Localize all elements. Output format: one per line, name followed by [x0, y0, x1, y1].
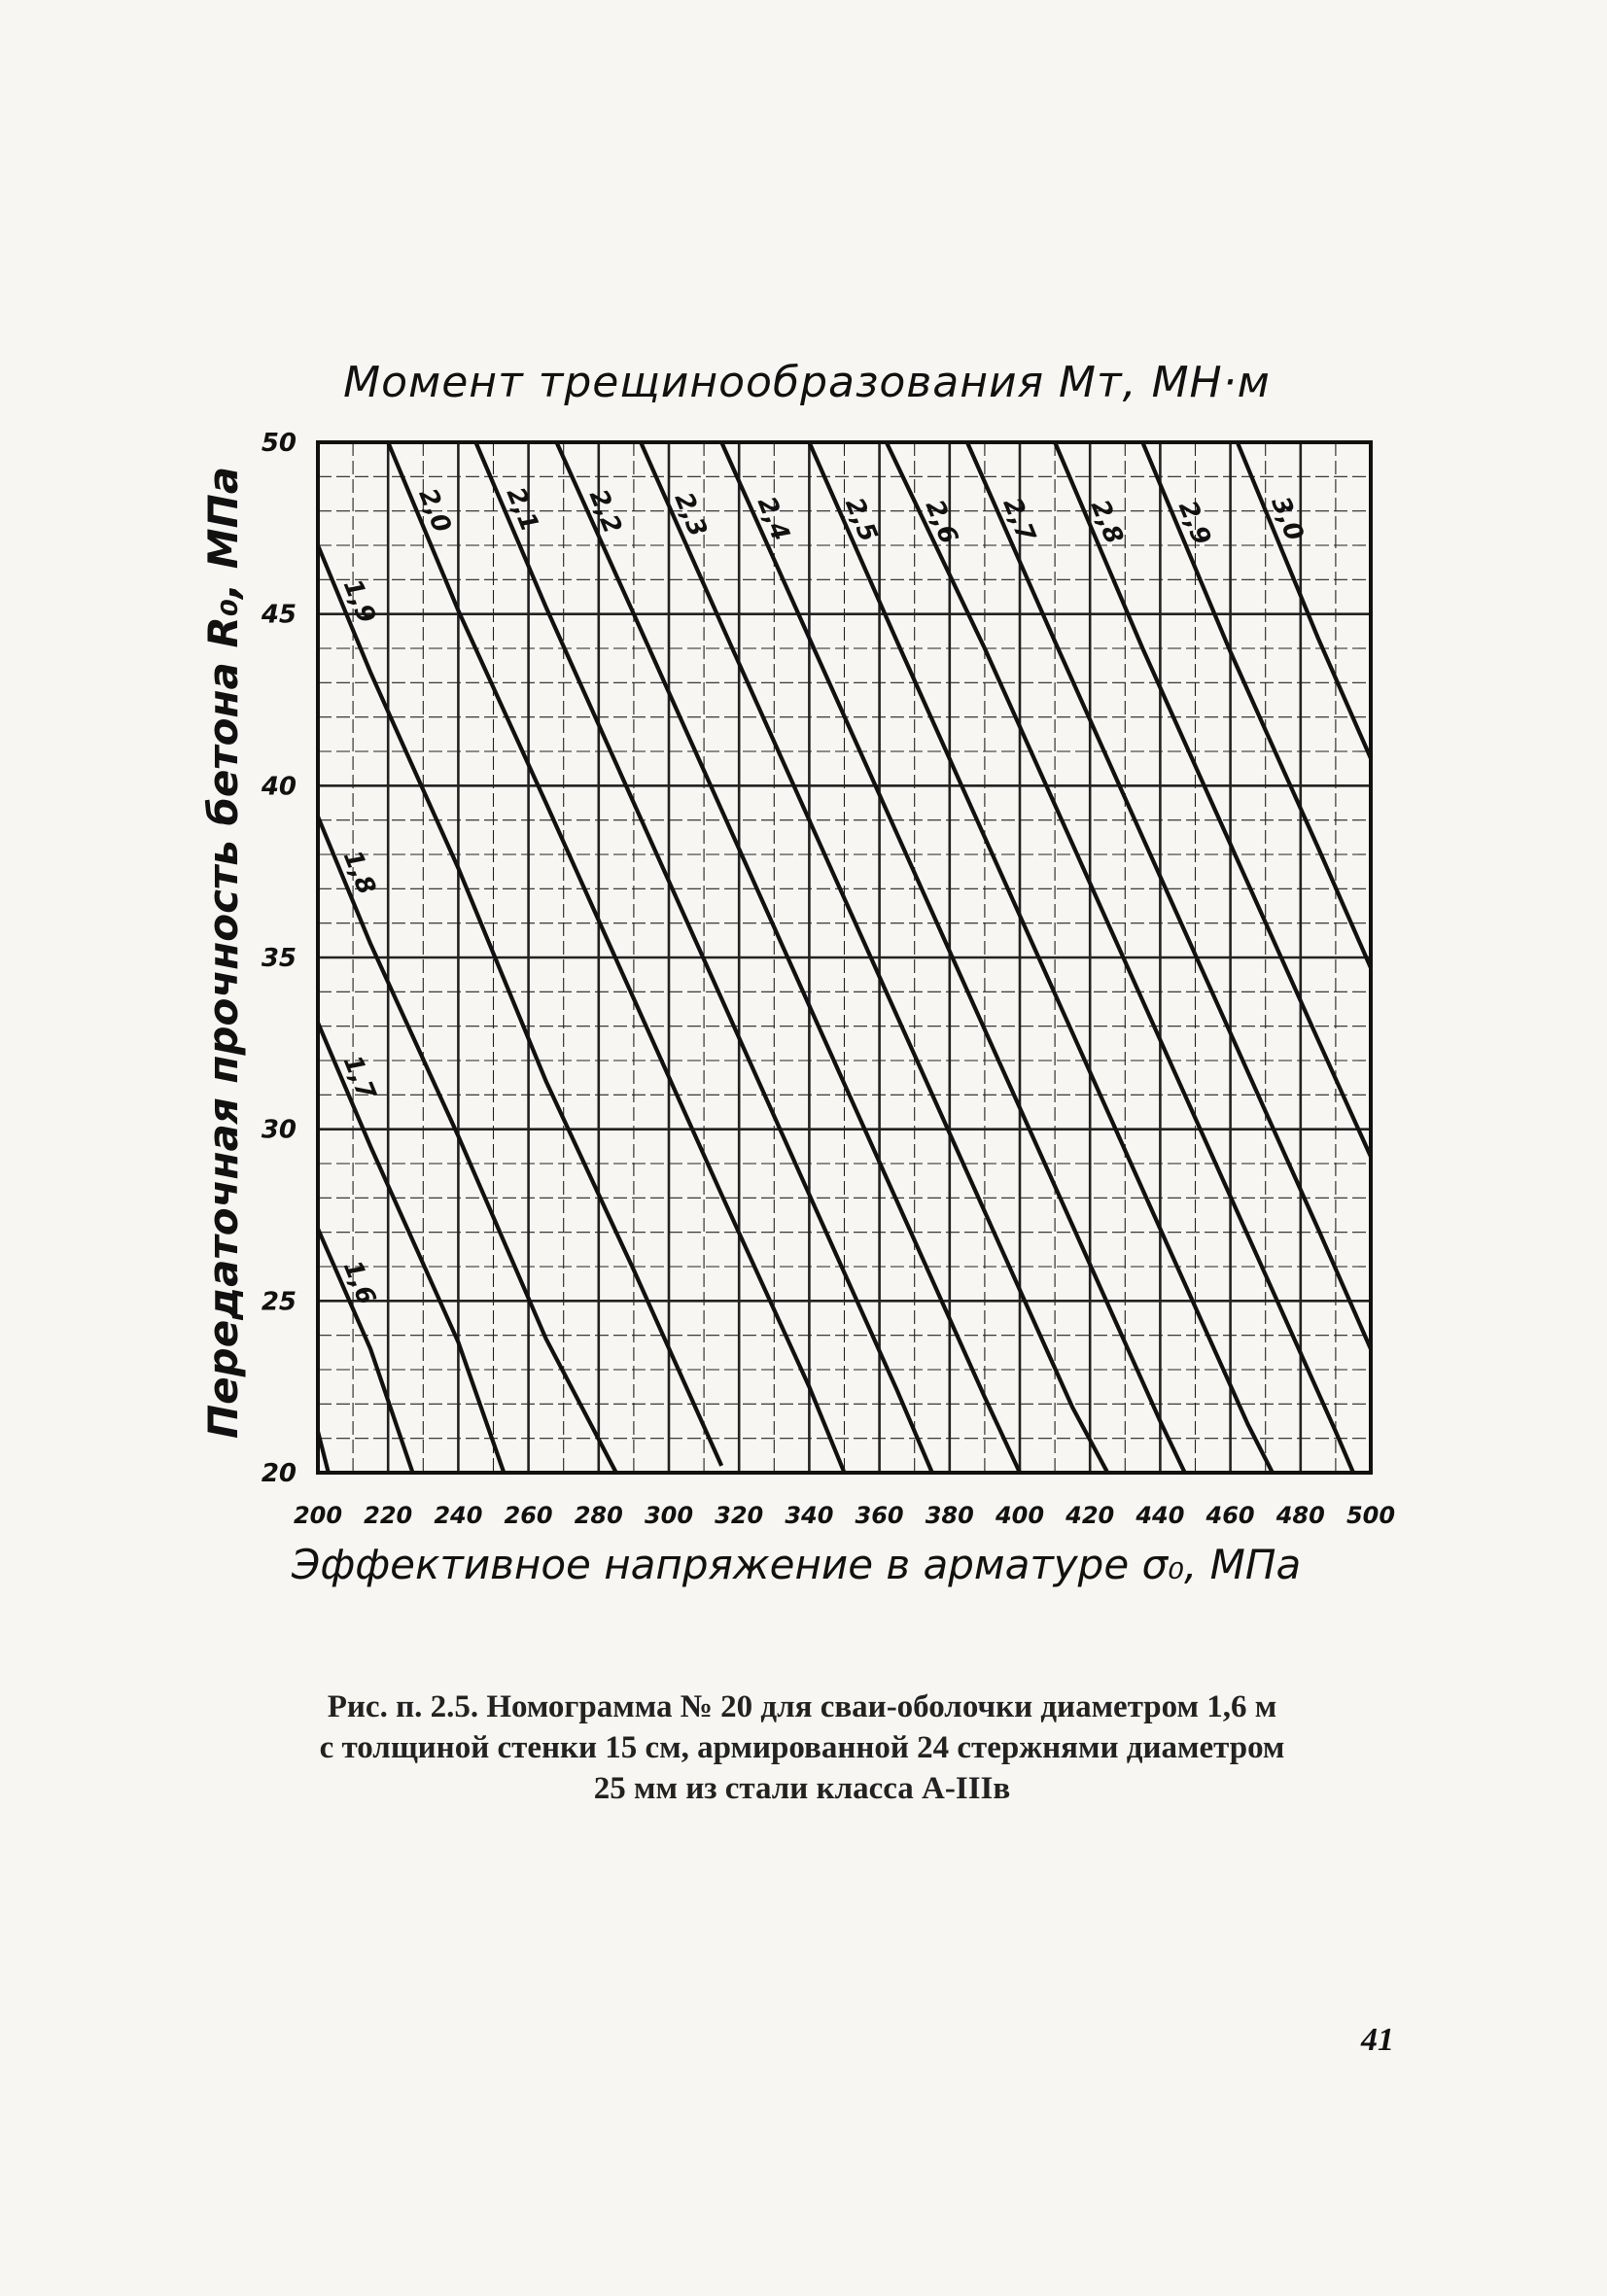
- y-tick-label: 25: [262, 1287, 297, 1316]
- curve-label: 2,1: [501, 483, 544, 536]
- page-number: 41: [1361, 2022, 1394, 2058]
- curve-1-6: [315, 1431, 331, 1474]
- curve-2-6: [884, 441, 1355, 1474]
- curve-label: 2,6: [920, 496, 963, 548]
- curve-1-9: [316, 544, 724, 1467]
- chart-title: Момент трещинообразования Мт, МН·м: [343, 358, 1271, 407]
- curve-1-6: [316, 1228, 415, 1474]
- curve-2-3: [639, 441, 1110, 1474]
- x-tick-label: 500: [1346, 1502, 1395, 1529]
- x-tick-label: 260: [505, 1502, 553, 1529]
- x-tick-label: 360: [856, 1502, 904, 1529]
- y-tick-label: 45: [261, 601, 297, 630]
- x-tick-label: 420: [1065, 1502, 1114, 1529]
- curve-label: 2,0: [412, 484, 456, 537]
- curve-labels: 1,61,71,81,92,0 2,1 2,2 2,3 2,4 2,5 2,6 2,7 2,8 2…: [337, 483, 1310, 1308]
- curve-label: 3,0: [1265, 493, 1309, 545]
- curve-3-0: [1235, 441, 1373, 759]
- caption-line-2: с толщиной стенки 15 см, армированной 24…: [319, 1730, 1285, 1765]
- curve-label: 2,4: [751, 493, 795, 545]
- x-axis-label: Эффективное напряжение в арматуре σ₀, МП…: [292, 1541, 1302, 1588]
- x-tick-label: 480: [1275, 1502, 1325, 1529]
- curve-label: 2,2: [583, 485, 627, 538]
- curve-2-8: [1053, 441, 1373, 1158]
- curve-label: 1,9: [337, 575, 381, 628]
- curve-2-9: [1140, 441, 1373, 969]
- tick-labels: 200 220 240 260 280 300 320 340 360 380 400 420 440 4…: [261, 429, 1395, 1529]
- caption-line-1: Рис. п. 2.5. Номограмма № 20 для сваи-об…: [327, 1689, 1277, 1724]
- y-tick-label: 30: [262, 1116, 297, 1145]
- x-tick-label: 380: [926, 1502, 974, 1529]
- y-tick-label: 20: [262, 1459, 297, 1488]
- curve-label: 1,7: [337, 1052, 381, 1105]
- curve-2-4: [719, 441, 1187, 1474]
- curve-2-0: [386, 441, 847, 1474]
- curve-label: 2,7: [996, 494, 1040, 547]
- x-tick-label: 440: [1135, 1502, 1184, 1529]
- curve-1-8: [316, 816, 618, 1474]
- x-tick-label: 340: [785, 1502, 833, 1529]
- x-tick-label: 300: [645, 1502, 693, 1529]
- y-tick-label: 40: [261, 772, 297, 801]
- curve-2-2: [554, 441, 1022, 1474]
- x-tick-label: 320: [715, 1502, 763, 1529]
- curve-1-7: [316, 1022, 507, 1474]
- x-tick-label: 240: [434, 1502, 482, 1529]
- chart-grid: [316, 440, 1373, 1475]
- x-tick-label: 400: [995, 1502, 1044, 1529]
- curve-2-5: [807, 441, 1275, 1474]
- chart-curves: [315, 441, 1373, 1474]
- caption-line-3: 25 мм из стали класса А-IIIв: [593, 1771, 1011, 1806]
- x-tick-label: 280: [575, 1502, 623, 1529]
- curve-label: 2,5: [839, 494, 883, 546]
- curve-2-1: [473, 441, 934, 1474]
- y-axis-label: Передаточная прочность бетона R₀, МПа: [199, 466, 247, 1439]
- x-tick-label: 200: [294, 1502, 342, 1529]
- figure-caption: Рис. п. 2.5. Номограмма № 20 для сваи-об…: [194, 1687, 1410, 1809]
- curve-2-7: [964, 441, 1373, 1350]
- y-tick-label: 35: [262, 944, 297, 973]
- curve-label: 2,3: [669, 489, 713, 541]
- y-tick-label: 50: [262, 429, 297, 458]
- x-tick-label: 220: [364, 1502, 412, 1529]
- curve-label: 2,9: [1172, 497, 1216, 549]
- x-tick-label: 460: [1205, 1502, 1255, 1529]
